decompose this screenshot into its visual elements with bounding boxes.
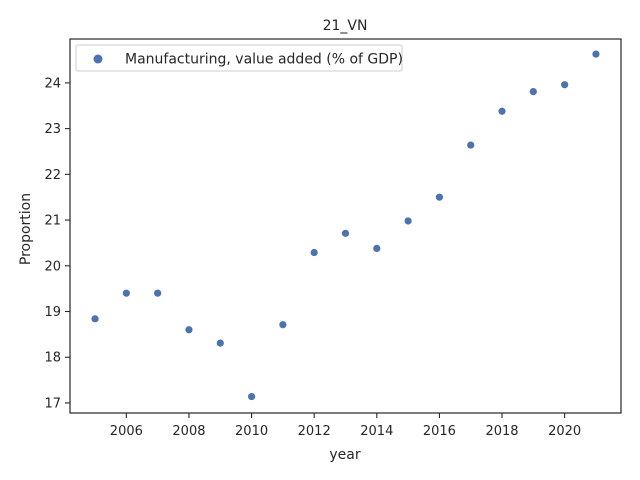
x-tick-label: 2016 — [423, 424, 456, 439]
data-point — [310, 248, 318, 257]
legend-box — [75, 44, 403, 72]
x-tick-label: 2008 — [172, 424, 205, 439]
data-point — [373, 244, 381, 253]
data-point — [435, 193, 444, 201]
data-point — [185, 326, 193, 334]
data-point — [122, 289, 130, 297]
data-point — [154, 289, 162, 297]
data-point — [91, 315, 99, 323]
data-point — [404, 217, 412, 225]
x-tick-label: 2014 — [360, 424, 393, 439]
x-axis-label: year — [329, 447, 360, 463]
data-point — [341, 229, 350, 237]
x-tick-label: 2018 — [485, 424, 518, 439]
legend-marker — [93, 54, 103, 64]
x-tick-label: 2020 — [548, 424, 581, 439]
data-point — [498, 107, 506, 115]
data-point — [592, 50, 600, 58]
data-point — [279, 321, 287, 329]
y-tick-label: 20 — [44, 259, 61, 274]
data-point — [467, 141, 475, 149]
y-tick-label: 17 — [44, 396, 61, 411]
x-axis: 2006 2008 2010 2012 2014 2016 2018 2020 — [110, 413, 581, 439]
x-tick-label: 2006 — [110, 424, 143, 439]
y-axis-label: Proportion — [18, 193, 34, 265]
x-tick-label: 2012 — [298, 424, 331, 439]
data-points — [91, 50, 600, 401]
y-tick-label: 21 — [44, 214, 61, 229]
plot-frame — [69, 38, 622, 414]
data-point — [561, 81, 569, 89]
y-tick-label: 23 — [44, 122, 61, 137]
chart-title: 21_VN — [323, 18, 368, 34]
plot-area — [69, 38, 622, 414]
data-point — [216, 339, 224, 347]
data-point — [529, 87, 537, 96]
y-tick-label: 24 — [44, 76, 61, 91]
legend: Manufacturing, value added (% of GDP) — [75, 44, 403, 72]
y-tick-label: 18 — [44, 351, 61, 366]
legend-label: Manufacturing, value added (% of GDP) — [125, 52, 403, 68]
data-point — [247, 392, 256, 401]
x-tick-label: 2010 — [235, 424, 268, 439]
y-tick-label: 19 — [44, 305, 61, 320]
y-tick-label: 22 — [44, 168, 61, 183]
y-axis: 17 18 19 20 21 22 23 24 — [44, 76, 70, 411]
